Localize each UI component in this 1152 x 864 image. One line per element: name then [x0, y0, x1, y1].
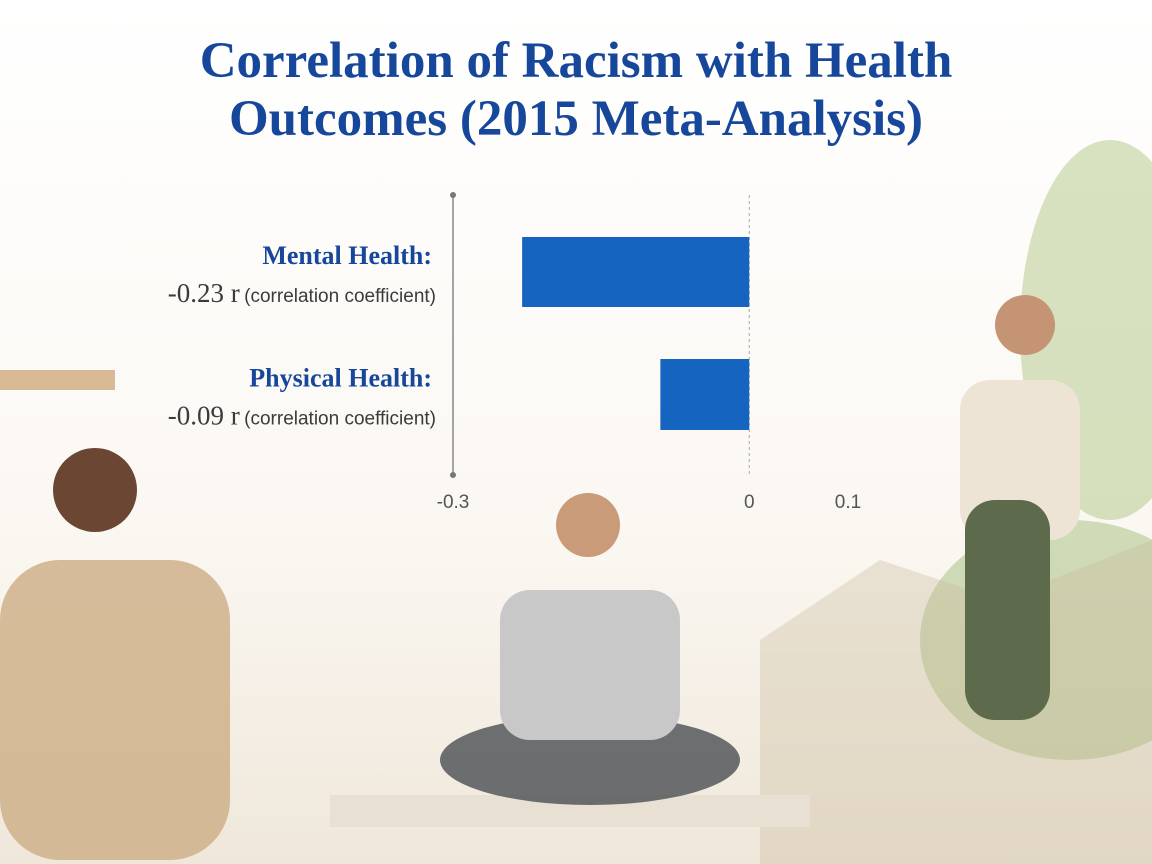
x-tick-label: 0 — [744, 492, 755, 513]
axis-end — [450, 472, 456, 478]
value-label: -0.09 r (correlation coefficient) — [168, 401, 436, 431]
category-label: Mental Health: — [262, 241, 432, 270]
chart-title: Correlation of Racism with Health Outcom… — [199, 33, 953, 147]
x-tick-label: -0.3 — [437, 492, 470, 513]
value-label: -0.23 r (correlation coefficient) — [168, 278, 436, 308]
x-tick-label: 0.1 — [835, 492, 861, 513]
category-label: Physical Health: — [249, 364, 432, 393]
axis-end — [450, 192, 456, 198]
bar — [660, 359, 750, 430]
value-text: -0.23 r — [168, 278, 240, 308]
value-text: -0.09 r — [168, 401, 240, 431]
unit-note: (correlation coefficient) — [244, 409, 436, 430]
bar — [522, 237, 750, 307]
unit-note: (correlation coefficient) — [244, 286, 436, 307]
